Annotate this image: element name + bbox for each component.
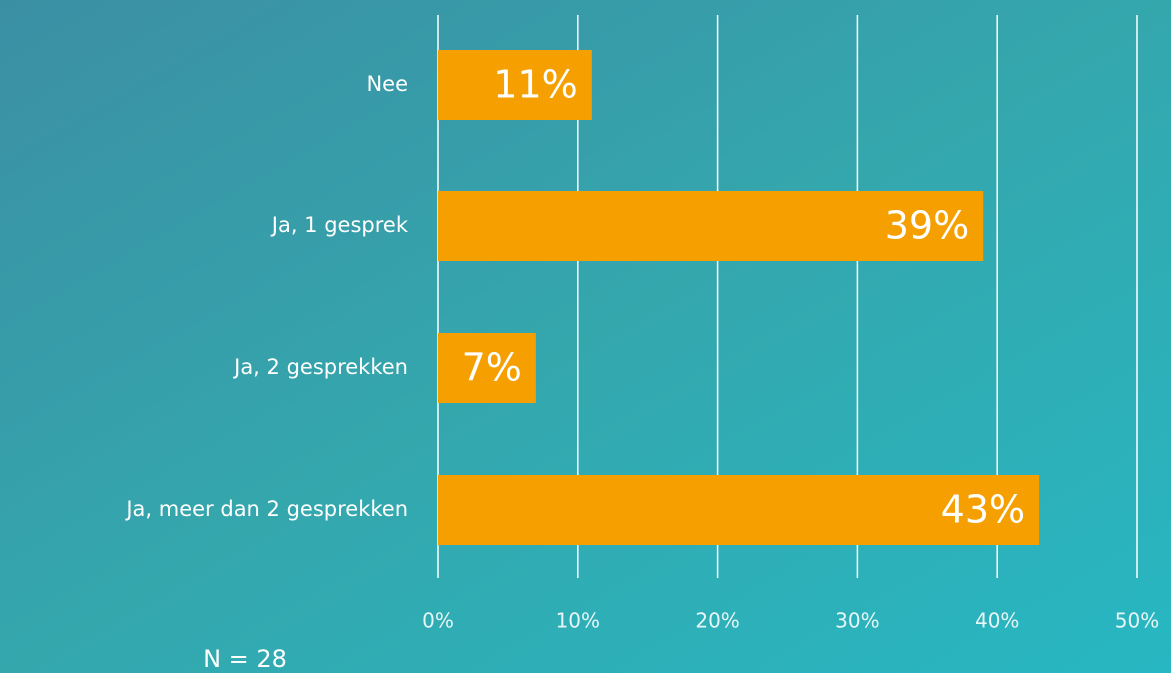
bar (438, 50, 592, 120)
x-tick-label: 10% (556, 609, 600, 633)
value-label: 11% (493, 63, 577, 107)
category-label: Ja, 1 gesprek (270, 213, 409, 237)
category-label: Ja, 2 gesprekken (232, 355, 408, 379)
x-tick-label: 50% (1115, 609, 1159, 633)
bar (438, 475, 1040, 545)
x-tick-label: 20% (695, 609, 739, 633)
x-tick-label: 40% (975, 609, 1019, 633)
bar (438, 191, 984, 261)
x-tick-label: 0% (422, 609, 454, 633)
category-label: Ja, meer dan 2 gesprekken (124, 497, 408, 521)
value-label: 39% (885, 204, 969, 248)
value-label: 7% (462, 346, 522, 390)
category-label: Nee (366, 72, 408, 96)
value-label: 43% (941, 488, 1025, 532)
sample-size: N = 28 (203, 645, 287, 673)
bar (438, 333, 536, 403)
x-tick-label: 30% (835, 609, 879, 633)
